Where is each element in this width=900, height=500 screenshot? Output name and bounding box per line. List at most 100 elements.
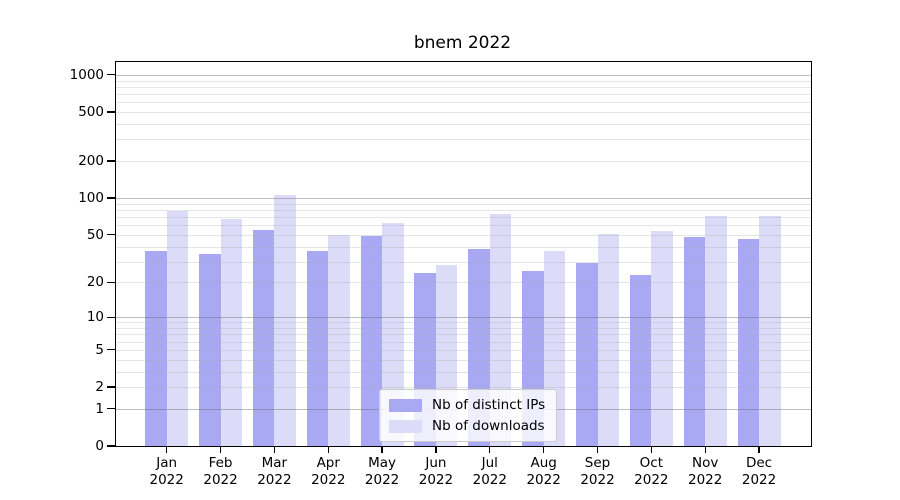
x-axis-label-oct: Oct 2022 <box>634 455 669 488</box>
x-axis-tick <box>219 446 222 453</box>
gridline-minor <box>116 80 811 82</box>
y-axis-label: 10 <box>86 309 104 326</box>
gridline-minor <box>116 282 811 284</box>
gridline-minor <box>116 234 811 236</box>
bar-distinct-ips-sep <box>576 263 598 446</box>
x-axis-tick <box>435 446 437 453</box>
gridline-minor <box>116 161 811 163</box>
x-axis-label-aug: Aug 2022 <box>526 455 561 488</box>
gridline-minor <box>116 102 811 104</box>
x-axis-tick <box>704 446 706 453</box>
bar-distinct-ips-dec <box>737 239 760 446</box>
bar-downloads-feb <box>220 219 243 446</box>
bar-distinct-ips-apr <box>306 250 329 446</box>
y-axis-tick <box>107 281 115 284</box>
bar-downloads-mar <box>274 195 296 446</box>
gridline-minor <box>116 112 811 113</box>
gridline-major <box>116 74 811 76</box>
x-axis-tick <box>489 446 491 453</box>
x-axis-tick <box>543 446 545 453</box>
y-axis-tick <box>107 74 115 76</box>
gridline-minor <box>116 371 811 373</box>
y-axis-label: 5 <box>95 341 104 358</box>
bar-distinct-ips-oct <box>629 275 652 446</box>
y-axis-tick <box>107 386 115 388</box>
bar-distinct-ips-nov <box>683 236 706 446</box>
gridline-major <box>116 317 811 319</box>
legend: Nb of distinct IPs Nb of downloads <box>379 389 558 442</box>
y-axis-tick <box>107 160 115 162</box>
legend-label-downloads: Nb of downloads <box>432 418 545 434</box>
x-axis-tick <box>327 446 329 453</box>
gridline-minor <box>116 334 811 336</box>
y-axis-label: 0 <box>95 438 104 454</box>
y-axis-tick <box>107 316 115 318</box>
x-axis-tick <box>596 446 599 453</box>
x-axis-label-may: May 2022 <box>364 455 400 488</box>
x-axis-label-nov: Nov 2022 <box>688 455 723 488</box>
legend-label-distinct-ips: Nb of distinct IPs <box>432 397 546 413</box>
x-axis-label-jun: Jun 2022 <box>418 455 454 488</box>
grid-layer <box>116 62 811 446</box>
x-axis-label-sep: Sep 2022 <box>580 455 615 488</box>
y-axis-tick <box>107 197 115 199</box>
gridline-minor <box>116 203 811 205</box>
gridline-minor <box>116 328 811 329</box>
y-axis-tick <box>107 111 115 113</box>
y-axis-label: 500 <box>78 104 104 121</box>
gridline-minor <box>116 261 811 263</box>
plot-area: 0 1 2 5 10 20 50 100 200 500 1000 Jan 2022 Feb 2022 M… <box>70 61 812 488</box>
legend-item-distinct-ips: Nb of distinct IPs <box>389 397 545 413</box>
bar-distinct-ips-mar <box>252 229 275 446</box>
y-axis-label: 20 <box>86 274 104 291</box>
gridline-major <box>116 198 811 200</box>
y-axis-label: 100 <box>78 190 104 207</box>
gridline-minor <box>116 322 811 324</box>
x-axis-label-dec: Dec 2022 <box>741 455 777 488</box>
gridline-minor <box>116 124 811 125</box>
x-axis-label-feb: Feb 2022 <box>203 455 238 488</box>
y-axis-tick <box>107 349 115 351</box>
x-axis-tick <box>273 446 276 453</box>
legend-swatch-downloads-icon <box>389 419 422 433</box>
x-axis-label-mar: Mar 2022 <box>257 455 292 488</box>
gridline-minor <box>116 217 811 218</box>
gridline-minor <box>116 139 811 141</box>
y-axis-label: 200 <box>78 153 104 170</box>
gridline-minor <box>116 94 811 95</box>
axis-layer: 0 1 2 5 10 20 50 100 200 500 1000 Jan 2022 Feb 2022 M… <box>70 62 811 488</box>
y-axis-label: 2 <box>95 378 104 395</box>
gridline-minor <box>116 349 811 351</box>
bar-downloads-oct <box>651 230 673 446</box>
gridline-minor <box>116 209 811 211</box>
gridline-minor <box>116 225 811 227</box>
x-axis-label-jan: Jan 2022 <box>149 455 184 488</box>
gridline-minor <box>116 359 811 361</box>
x-axis-tick <box>381 446 383 453</box>
y-axis-tick <box>107 234 115 236</box>
y-axis-tick <box>107 408 115 410</box>
gridline-minor <box>116 341 811 343</box>
bar-distinct-ips-jan <box>145 250 167 446</box>
gridline-minor <box>116 86 811 88</box>
bar-downloads-nov <box>705 215 727 446</box>
x-axis-tick <box>758 446 760 453</box>
x-axis-tick <box>166 446 168 453</box>
y-axis-label: 50 <box>86 226 104 243</box>
x-axis-label-jul: Jul 2022 <box>472 455 507 488</box>
chart-title: bnem 2022 <box>413 33 512 53</box>
bar-downloads-sep <box>597 233 619 446</box>
legend-item-downloads: Nb of downloads <box>389 418 545 434</box>
bar-downloads-jul <box>489 214 512 446</box>
gridline-minor <box>116 246 811 248</box>
bar-distinct-ips-feb <box>199 253 221 446</box>
y-axis-label: 1 <box>95 400 104 417</box>
x-axis-tick <box>650 446 652 453</box>
gridline-minor <box>116 387 811 388</box>
bar-downloads-dec <box>759 215 781 446</box>
bar-distinct-ips-may <box>360 235 383 446</box>
y-axis-label: 1000 <box>69 66 104 83</box>
bar-downloads-jan <box>166 211 189 446</box>
bar-downloads-apr <box>328 234 350 446</box>
